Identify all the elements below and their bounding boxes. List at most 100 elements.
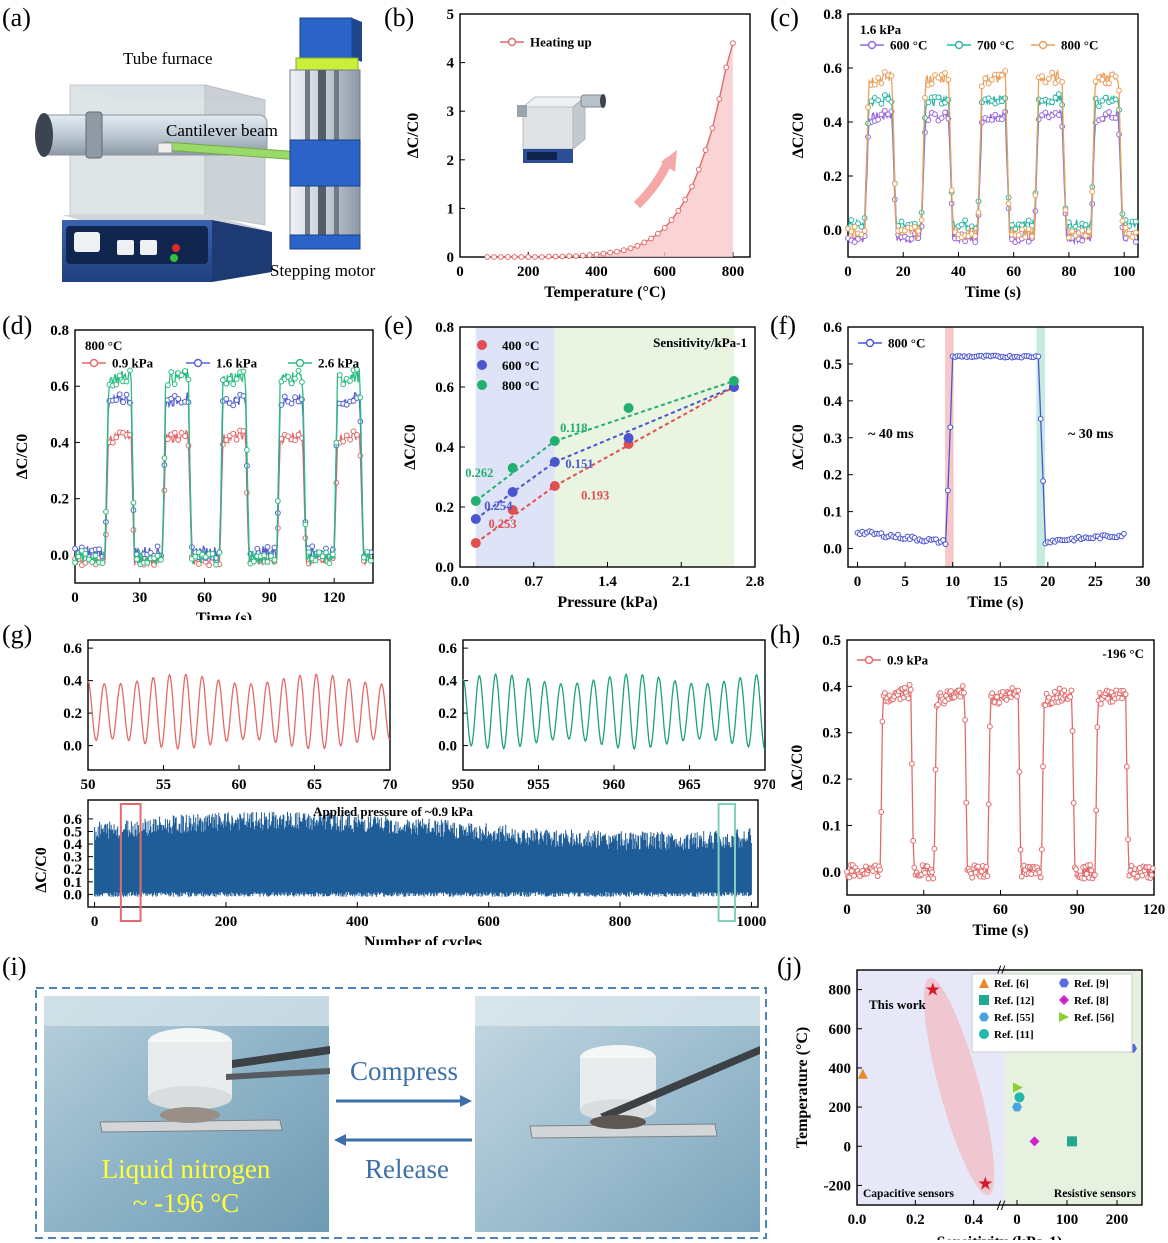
data-point: [875, 97, 882, 104]
reference-marker: [979, 1029, 989, 1039]
x-tick-label: 60: [993, 902, 1008, 918]
data-point: [549, 481, 560, 491]
legend-label: 1.6 kPa: [216, 356, 258, 371]
data-point: [978, 868, 985, 875]
data-point: [484, 254, 491, 260]
data-point: [1067, 694, 1074, 700]
reference-marker: [1012, 1102, 1022, 1112]
legend-label: Ref. [11]: [994, 1029, 1034, 1041]
data-point: [206, 562, 213, 569]
data-point: [951, 694, 958, 701]
data-point: [988, 117, 995, 123]
data-point: [878, 111, 885, 118]
x-axis-label: Time (s): [196, 610, 252, 620]
x-tick-label: 60: [197, 590, 212, 606]
data-point: [1045, 75, 1052, 82]
data-point: [109, 439, 116, 446]
data-point: [113, 381, 120, 388]
data-point: [942, 109, 948, 116]
legend-label: 600 °C: [502, 358, 539, 373]
legend-marker: [477, 340, 487, 350]
tube-end-cap: [35, 113, 53, 157]
x-tick-label: 0: [844, 264, 852, 280]
data-point: [623, 403, 634, 413]
fall-region: [1036, 327, 1045, 567]
reference-marker: [979, 1012, 989, 1022]
data-point: [709, 125, 716, 132]
data-point: [1040, 763, 1046, 770]
legend-label: 2.6 kPa: [318, 356, 360, 371]
reference-marker: [1059, 978, 1069, 988]
legend-label: 400 °C: [502, 338, 539, 353]
data-point: [343, 401, 350, 408]
y-tick-label: 600: [829, 1022, 852, 1038]
data-point: [1148, 872, 1155, 878]
data-point: [858, 231, 865, 238]
data-point: [127, 367, 133, 374]
data-point: [1119, 695, 1126, 702]
data-point: [940, 537, 947, 543]
this-work-star: ★: [925, 980, 941, 1000]
data-point: [1032, 192, 1039, 199]
data-point: [1132, 218, 1139, 225]
data-point: [1069, 228, 1076, 235]
cyclic-g2-line: [462, 672, 766, 751]
data-point: [364, 548, 371, 555]
x-tick-label: 100: [1113, 264, 1136, 280]
x-tick-label: 600: [653, 264, 676, 280]
response-line: [857, 354, 1125, 547]
motor-top-side: [352, 18, 362, 62]
legend-label: 0.9 kPa: [112, 356, 154, 371]
plot-frame: [847, 13, 1139, 258]
data-point: [695, 166, 702, 173]
data-point: [1112, 115, 1119, 121]
data-point: [844, 868, 850, 875]
data-point: [908, 236, 915, 242]
x-tick-label: 200: [517, 264, 540, 280]
data-point: [1102, 94, 1109, 101]
chart-d: 0 30 60 90 120 0.0 0.2 0.4 0.6 0.8 Time (s) ΔC/C0 80…: [14, 323, 374, 620]
data-point: [230, 381, 237, 388]
data-point: [532, 254, 538, 260]
data-point: [1009, 685, 1016, 691]
x-tick-label: 120: [1143, 902, 1166, 918]
y-tick-label: 0: [447, 250, 455, 266]
y-tick-label: 0.3: [822, 726, 841, 742]
legend-label: Heating up: [530, 35, 592, 50]
data-point: [244, 447, 250, 453]
furnace-base-side: [212, 220, 272, 282]
data-point: [878, 808, 885, 815]
series-2-line: [847, 68, 1138, 241]
data-point: [1014, 693, 1020, 700]
control-button-3: [140, 240, 157, 255]
data-point: [1029, 233, 1035, 240]
chart-h: 0 30 60 90 120 0.0 0.1 0.2 0.3 0.4 0.5 Time (s) ΔC/C…: [789, 633, 1166, 939]
data-point: [931, 845, 938, 852]
data-point: [861, 228, 868, 234]
data-point: [240, 392, 247, 399]
data-point: [938, 115, 945, 121]
data-point: [144, 559, 151, 566]
data-point: [185, 376, 192, 383]
legend-label: 800 °C: [888, 336, 925, 351]
data-point: [1070, 800, 1077, 806]
x-tick-label: 1.4: [598, 574, 617, 590]
data-point: [918, 217, 925, 223]
data-point: [288, 400, 295, 407]
data-point: [1099, 97, 1106, 104]
data-point: [268, 553, 274, 559]
data-point: [511, 254, 518, 260]
data-point: [498, 254, 504, 260]
data-point: [116, 372, 123, 379]
y-tick-label: 2: [447, 153, 455, 169]
data-point: [518, 254, 525, 260]
data-point: [929, 869, 935, 876]
y-axis-label: ΔC/C0: [14, 434, 31, 480]
data-point: [354, 431, 360, 438]
data-point: [354, 366, 360, 373]
fit-line-high: [554, 386, 735, 463]
data-point: [347, 436, 353, 443]
data-point: [161, 455, 168, 462]
data-point: [877, 867, 883, 873]
data-point: [1081, 875, 1088, 882]
